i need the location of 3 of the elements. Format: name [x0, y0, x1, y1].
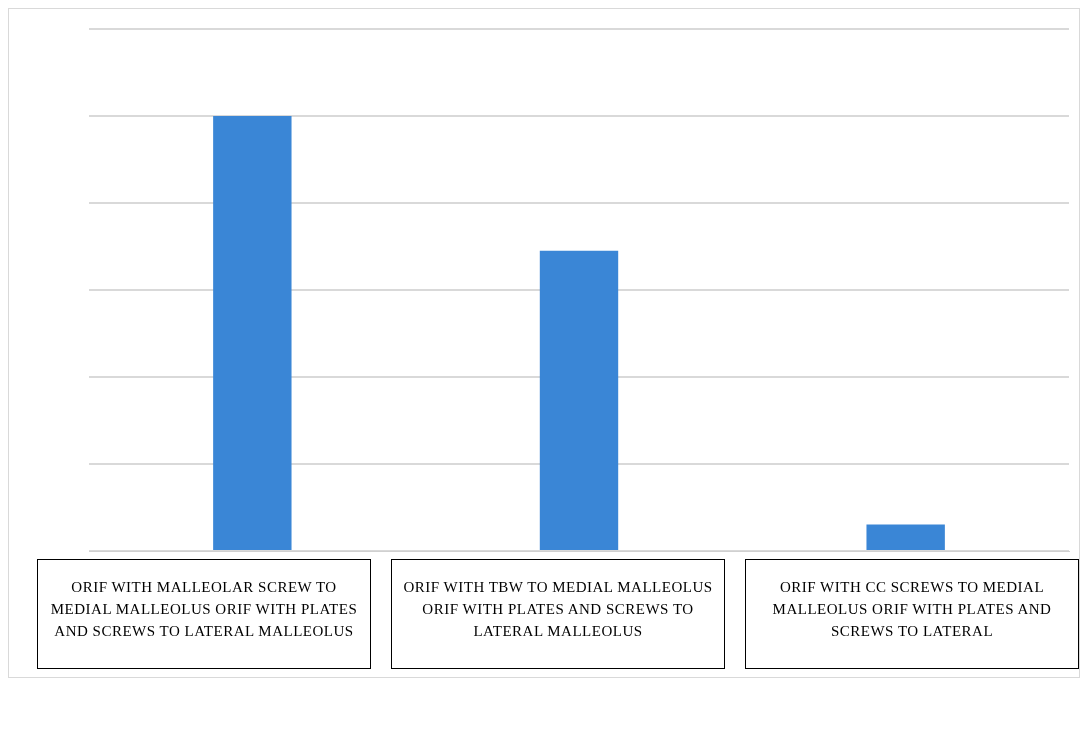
- x-tick-label: ORIF WITH CC SCREWS TO MEDIAL MALLEOLUS ORIF WITH PLATES AND SCREWS TO LATERAL: [745, 559, 1079, 669]
- x-tick-label: ORIF WITH TBW TO MEDIAL MALLEOLUS ORIF WITH PLATES AND SCREWS TO LATERAL MALLEOLUS: [391, 559, 725, 669]
- x-tick-label: ORIF WITH MALLEOLAR SCREW TO MEDIAL MALLEOLUS ORIF WITH PLATES AND SCREWS TO LATERAL MALLEOLUS: [37, 559, 371, 669]
